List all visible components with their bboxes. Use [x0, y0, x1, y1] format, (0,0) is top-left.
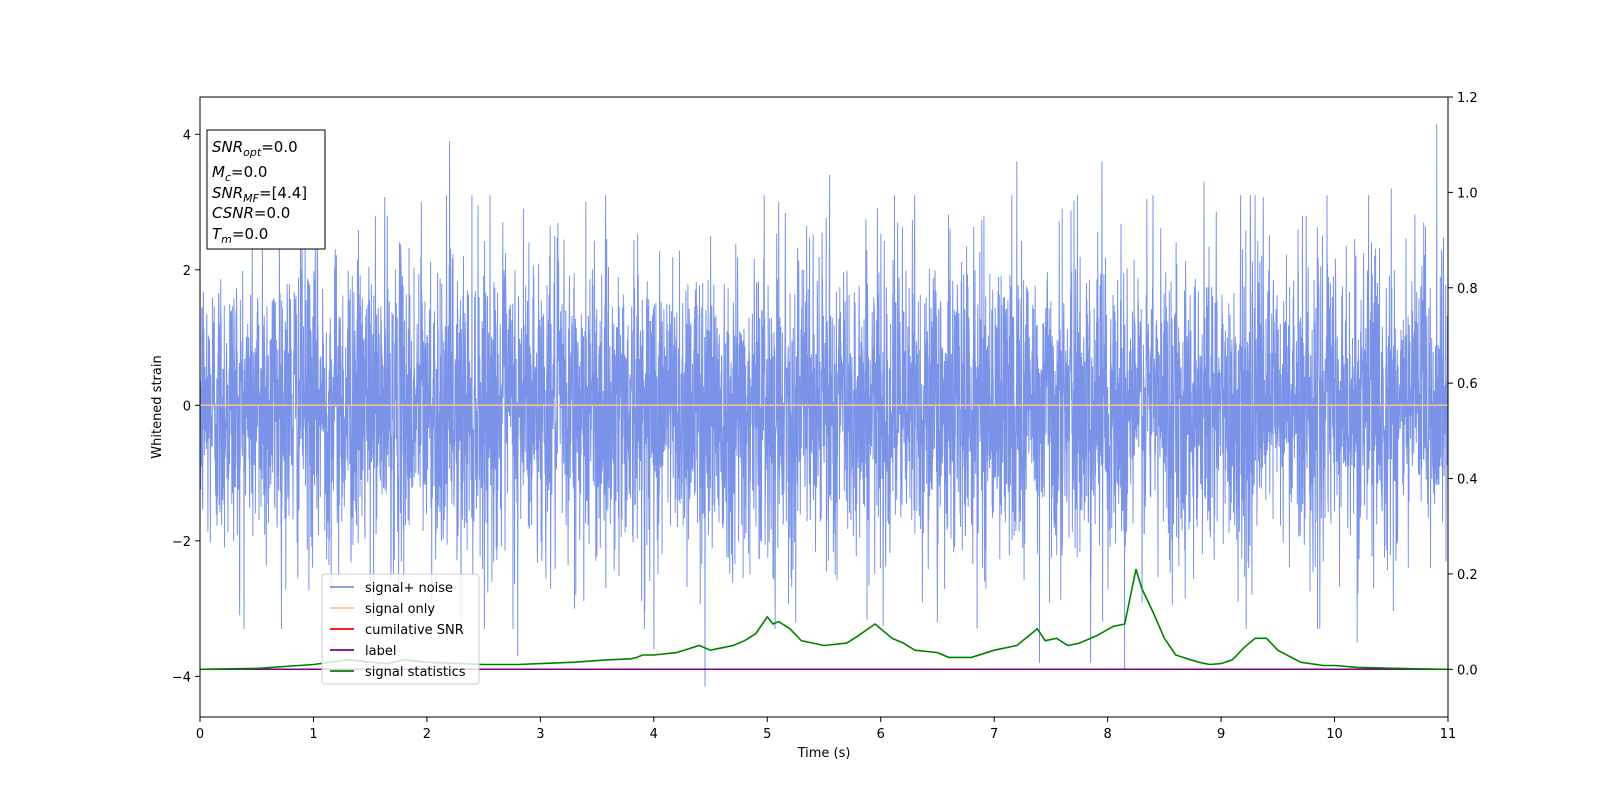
y2-tick-label: 0.2 [1457, 568, 1478, 583]
annotation-box: SNRopt=0.0 Mc=0.0 SNRMF=[4.4] CSNR=0.0 T… [206, 129, 326, 250]
y-tick-label: −2 [172, 535, 191, 550]
annotation-csnr: CSNR=0.0 [212, 204, 290, 222]
x-tick-label: 4 [650, 727, 658, 742]
x-tick-label: 7 [990, 727, 998, 742]
y-tick-label: 2 [183, 264, 191, 279]
legend-label-signal-only: signal only [365, 602, 435, 617]
legend-label-signal-noise: signal+ noise [365, 581, 453, 596]
axis-ticks: 0 1 2 3 4 5 6 7 8 9 10 11 4 2 0 −2 −4 1.2 1.0 0.8 0.6 0.4 0.2 0… [172, 91, 1478, 742]
x-tick-label: 5 [763, 727, 771, 742]
legend: signal+ noise signal only cumilative SNR la… [321, 573, 480, 685]
plot-frame [199, 96, 1449, 718]
x-tick-label: 0 [196, 727, 204, 742]
annotation-tm: Tm=0.0 [212, 225, 268, 246]
annotation-mc: Mc=0.0 [212, 163, 267, 184]
annotation-snr-mf: SNRMF=[4.4] [212, 184, 307, 205]
x-tick-label: 2 [423, 727, 431, 742]
y2-tick-label: 0.8 [1457, 282, 1478, 297]
signal-statistics-line [199, 568, 1449, 671]
signal-noise-line [199, 124, 1449, 687]
y-tick-label: −4 [172, 670, 191, 685]
annotation-snr-opt: SNRopt=0.0 [212, 138, 298, 159]
annotation-frame [206, 129, 326, 250]
legend-label-signal-statistics: signal statistics [365, 665, 466, 680]
x-tick-label: 1 [309, 727, 317, 742]
x-tick-label: 11 [1440, 727, 1457, 742]
x-tick-label: 8 [1103, 727, 1111, 742]
x-axis-label: Time (s) [797, 746, 851, 761]
y-tick-label: 4 [183, 128, 191, 143]
legend-label-label: label [365, 644, 396, 659]
y2-tick-label: 0.0 [1457, 663, 1478, 678]
y2-tick-label: 0.4 [1457, 473, 1478, 488]
legend-frame [321, 573, 480, 685]
x-tick-label: 10 [1326, 727, 1343, 742]
x-tick-label: 9 [1217, 727, 1225, 742]
legend-label-cumilative-snr: cumilative SNR [365, 623, 464, 638]
y2-tick-label: 1.0 [1457, 186, 1478, 201]
y-tick-label: 0 [183, 399, 191, 414]
signal-noise-series [199, 124, 1449, 687]
y-axis-label: Whitened strain [150, 355, 165, 458]
x-tick-label: 3 [536, 727, 544, 742]
y2-tick-label: 0.6 [1457, 377, 1478, 392]
y2-tick-label: 1.2 [1457, 91, 1478, 106]
x-tick-label: 6 [877, 727, 885, 742]
